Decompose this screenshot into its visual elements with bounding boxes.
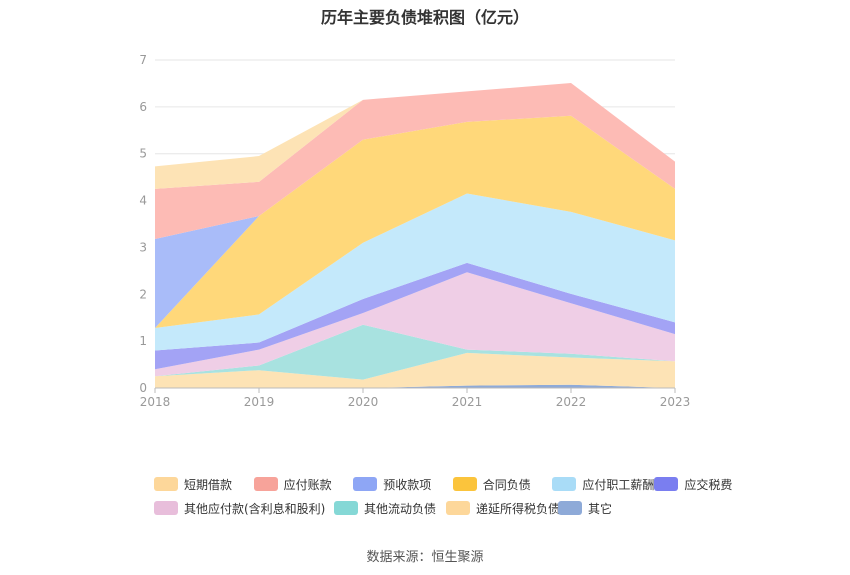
legend-swatch [154, 477, 178, 491]
legend-item[interactable]: 应付账款 [253, 476, 354, 493]
y-tick-label: 3 [139, 240, 147, 254]
x-tick-label: 2019 [244, 395, 275, 409]
legend-label: 应付职工薪酬 [582, 477, 655, 492]
y-tick-label: 6 [139, 100, 147, 114]
legend-item[interactable]: 其他流动负债 [334, 500, 446, 517]
legend-swatch [334, 501, 358, 515]
area-series-6 [155, 115, 675, 329]
legend-swatch [446, 501, 470, 515]
legend-item[interactable]: 其他应付款(含利息和股利) [154, 500, 334, 517]
legend-swatch [253, 477, 278, 491]
y-tick-label: 2 [139, 287, 147, 301]
legend-swatch [654, 477, 679, 491]
area-series-3 [155, 272, 675, 377]
legend-label: 短期借款 [184, 477, 233, 492]
legend-label: 递延所得税负债 [476, 501, 561, 516]
legend-item[interactable]: 递延所得税负债 [446, 500, 561, 517]
area-series-8 [155, 82, 675, 239]
legend-row: 短期借款 应付账款 预收款项 合同负债 应付职工薪酬 应交税费 [154, 472, 754, 496]
legend-item[interactable]: 应付职工薪酬 [552, 476, 654, 493]
x-tick-label: 2020 [348, 395, 379, 409]
legend-label: 其他流动负债 [364, 501, 437, 516]
legend-swatch [452, 477, 477, 491]
x-tick-label: 2018 [140, 395, 171, 409]
legend: 短期借款 应付账款 预收款项 合同负债 应付职工薪酬 应交税费 其他应付款(含利息和股利) 其… [154, 472, 754, 520]
legend-swatch [558, 501, 582, 515]
legend-swatch [552, 477, 577, 491]
area-series-layer [155, 82, 675, 388]
x-tick-label: 2022 [556, 395, 587, 409]
area-series-1 [155, 352, 675, 388]
y-tick-label: 4 [139, 194, 147, 208]
stacked-area-chart: 0 1 2 3 4 5 6 7 2018 2019 2020 2021 2022 2023 [139, 53, 690, 409]
area-series-5 [155, 193, 675, 351]
legend-item[interactable]: 预收款项 [353, 476, 453, 493]
legend-row: 其他应付款(含利息和股利) 其他流动负债 递延所得税负债 其它 [154, 496, 754, 520]
area-series-9 [155, 82, 675, 189]
legend-label: 应交税费 [684, 477, 733, 492]
x-tick-label: 2021 [452, 395, 483, 409]
y-tick-label: 1 [139, 334, 147, 348]
legend-item[interactable]: 其它 [558, 500, 670, 517]
x-tick-label: 2023 [660, 395, 691, 409]
chart-title: 历年主要负债堆积图（亿元） [320, 8, 529, 27]
y-tick-label: 7 [139, 53, 147, 67]
area-series-2 [155, 324, 675, 380]
legend-item[interactable]: 短期借款 [154, 476, 254, 493]
axes: 0 1 2 3 4 5 6 7 2018 2019 2020 2021 2022 2023 [139, 53, 690, 409]
area-series-0 [155, 384, 675, 388]
legend-label: 应付账款 [283, 477, 332, 492]
source-note: 数据来源：恒生聚源 [366, 550, 484, 565]
legend-item[interactable]: 应交税费 [654, 476, 754, 493]
y-tick-label: 0 [139, 381, 147, 395]
legend-swatch [154, 501, 178, 515]
legend-label: 合同负债 [482, 477, 531, 492]
y-tick-label: 5 [139, 147, 147, 161]
legend-label: 预收款项 [383, 477, 432, 492]
legend-swatch [353, 477, 378, 491]
legend-label: 其他应付款(含利息和股利) [184, 501, 326, 516]
legend-label: 其它 [588, 501, 613, 516]
legend-item[interactable]: 合同负债 [452, 476, 553, 493]
area-series-4 [155, 262, 675, 370]
